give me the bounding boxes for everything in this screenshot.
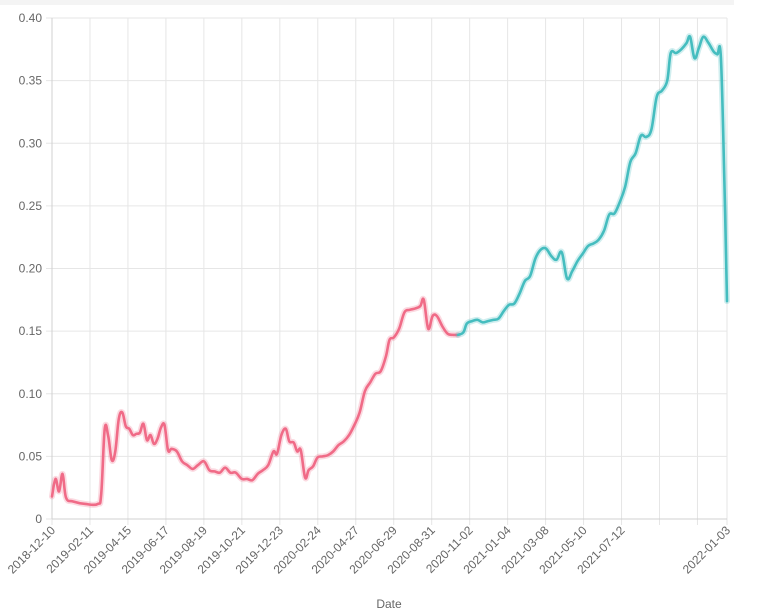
x-axis-title: Date [376,597,402,611]
grid-layer [46,17,728,525]
y-tick-label: 0.40 [19,11,43,25]
axis-layer [51,18,727,520]
y-tick-label: 0.30 [19,136,43,150]
x-tick-label: 2022-01-03 [680,523,734,577]
y-tick-label: 0.15 [19,324,43,338]
series-line-1 [456,34,729,337]
y-tick-label: 0.05 [19,449,43,463]
y-tick-label: 0.25 [19,199,43,213]
y-tick-labels: 0 0.05 0.10 0.15 0.20 0.25 0.30 0.35 0.40 [19,11,43,526]
series-band-0 [49,295,462,508]
y-tick-label: 0.35 [19,74,43,88]
series-line-0 [50,297,460,507]
x-tick-labels: 2018-12-102019-02-112019-04-152019-06-17… [5,523,734,577]
y-tick-label: 0 [35,512,42,526]
y-tick-label: 0.20 [19,262,43,276]
series-layer [49,33,730,508]
y-tick-label: 0.10 [19,387,43,401]
top-strip [0,0,734,5]
